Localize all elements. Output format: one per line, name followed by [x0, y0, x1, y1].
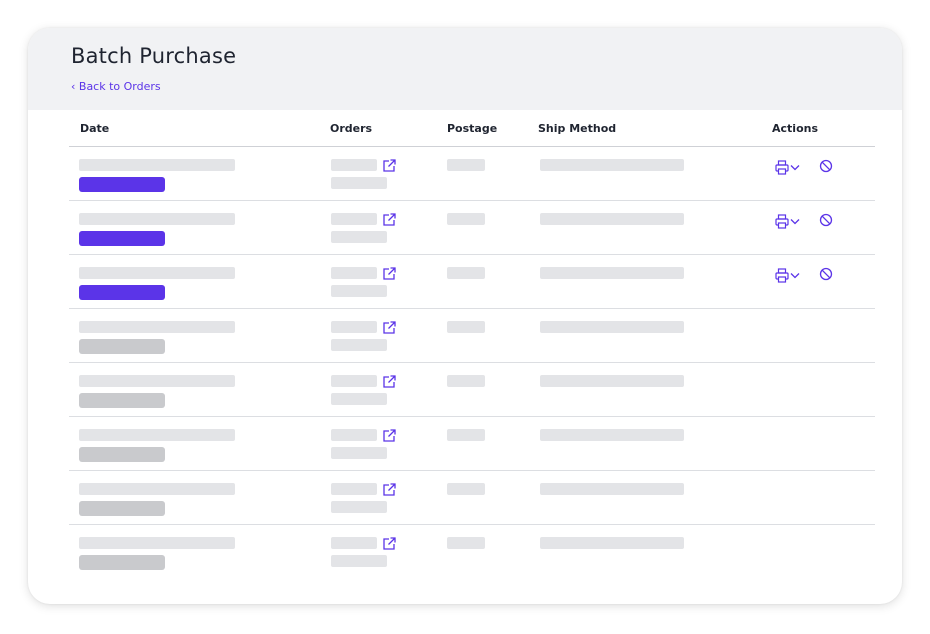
ship-method-placeholder	[540, 429, 684, 441]
orders-count-placeholder	[331, 429, 377, 441]
ship-method-placeholder	[540, 267, 684, 279]
postage-placeholder	[447, 429, 485, 441]
status-badge	[79, 393, 165, 408]
printer-dropdown-icon[interactable]	[775, 160, 803, 175]
table-row	[69, 525, 875, 578]
status-badge	[79, 285, 165, 300]
external-link-icon[interactable]	[381, 536, 397, 552]
orders-count-placeholder	[331, 267, 377, 279]
status-badge	[79, 339, 165, 354]
status-badge	[79, 177, 165, 192]
orders-count-placeholder	[331, 213, 377, 225]
cancel-icon[interactable]	[819, 159, 833, 173]
ship-method-placeholder	[540, 537, 684, 549]
table-row	[69, 417, 875, 471]
column-header-orders[interactable]: Orders	[330, 122, 373, 135]
table-row	[69, 255, 875, 309]
page-header: Batch Purchase ‹ Back to Orders	[28, 28, 902, 110]
orders-sub-placeholder	[331, 285, 387, 297]
orders-sub-placeholder	[331, 339, 387, 351]
date-placeholder	[79, 321, 235, 333]
table-row	[69, 471, 875, 525]
external-link-icon[interactable]	[381, 320, 397, 336]
status-badge	[79, 231, 165, 246]
date-placeholder	[79, 159, 235, 171]
postage-placeholder	[447, 483, 485, 495]
table-header: Date Orders Postage Ship Method Actions	[69, 110, 875, 147]
postage-placeholder	[447, 267, 485, 279]
orders-count-placeholder	[331, 159, 377, 171]
orders-sub-placeholder	[331, 555, 387, 567]
ship-method-placeholder	[540, 321, 684, 333]
cancel-icon[interactable]	[819, 267, 833, 281]
postage-placeholder	[447, 537, 485, 549]
cancel-icon[interactable]	[819, 213, 833, 227]
orders-sub-placeholder	[331, 393, 387, 405]
status-badge	[79, 447, 165, 462]
orders-sub-placeholder	[331, 447, 387, 459]
orders-count-placeholder	[331, 537, 377, 549]
column-header-ship-method[interactable]: Ship Method	[538, 122, 617, 135]
page-title: Batch Purchase	[71, 44, 237, 68]
column-header-postage[interactable]: Postage	[447, 122, 498, 135]
ship-method-placeholder	[540, 213, 684, 225]
table-row	[69, 363, 875, 417]
date-placeholder	[79, 267, 235, 279]
postage-placeholder	[447, 375, 485, 387]
date-placeholder	[79, 429, 235, 441]
table-row	[69, 309, 875, 363]
batch-table: Date Orders Postage Ship Method Actions	[69, 110, 875, 578]
orders-count-placeholder	[331, 375, 377, 387]
external-link-icon[interactable]	[381, 266, 397, 282]
column-header-actions: Actions	[772, 122, 818, 135]
table-body	[69, 147, 875, 578]
status-badge	[79, 555, 165, 570]
column-header-date[interactable]: Date	[80, 122, 110, 135]
printer-dropdown-icon[interactable]	[775, 214, 803, 229]
orders-sub-placeholder	[331, 231, 387, 243]
orders-count-placeholder	[331, 321, 377, 333]
postage-placeholder	[447, 321, 485, 333]
date-placeholder	[79, 483, 235, 495]
external-link-icon[interactable]	[381, 428, 397, 444]
orders-sub-placeholder	[331, 501, 387, 513]
orders-sub-placeholder	[331, 177, 387, 189]
table-row	[69, 147, 875, 201]
external-link-icon[interactable]	[381, 482, 397, 498]
external-link-icon[interactable]	[381, 212, 397, 228]
table-row	[69, 201, 875, 255]
external-link-icon[interactable]	[381, 374, 397, 390]
status-badge	[79, 501, 165, 516]
ship-method-placeholder	[540, 483, 684, 495]
orders-count-placeholder	[331, 483, 377, 495]
date-placeholder	[79, 537, 235, 549]
ship-method-placeholder	[540, 375, 684, 387]
back-to-orders-link[interactable]: ‹ Back to Orders	[71, 80, 161, 93]
postage-placeholder	[447, 213, 485, 225]
date-placeholder	[79, 213, 235, 225]
date-placeholder	[79, 375, 235, 387]
printer-dropdown-icon[interactable]	[775, 268, 803, 283]
ship-method-placeholder	[540, 159, 684, 171]
external-link-icon[interactable]	[381, 158, 397, 174]
postage-placeholder	[447, 159, 485, 171]
batch-purchase-card: Batch Purchase ‹ Back to Orders Date Ord…	[28, 28, 902, 604]
